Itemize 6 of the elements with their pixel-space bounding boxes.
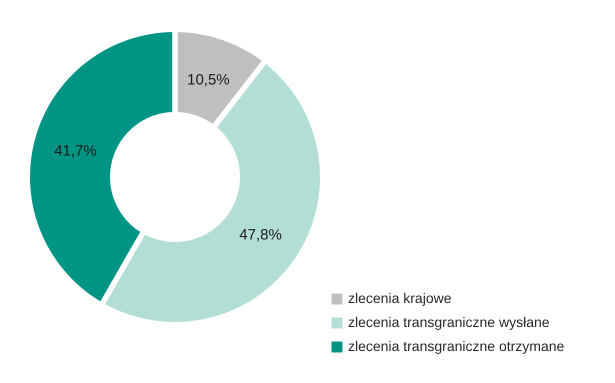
data-label: 41,7% xyxy=(54,142,97,160)
legend-label: zlecenia transgraniczne otrzymane xyxy=(348,338,565,354)
legend-label: zlecenia krajowe xyxy=(348,290,452,306)
legend-label: zlecenia transgraniczne wysłane xyxy=(348,314,550,330)
data-label: 47,8% xyxy=(239,226,282,244)
data-label: 10,5% xyxy=(187,72,230,89)
